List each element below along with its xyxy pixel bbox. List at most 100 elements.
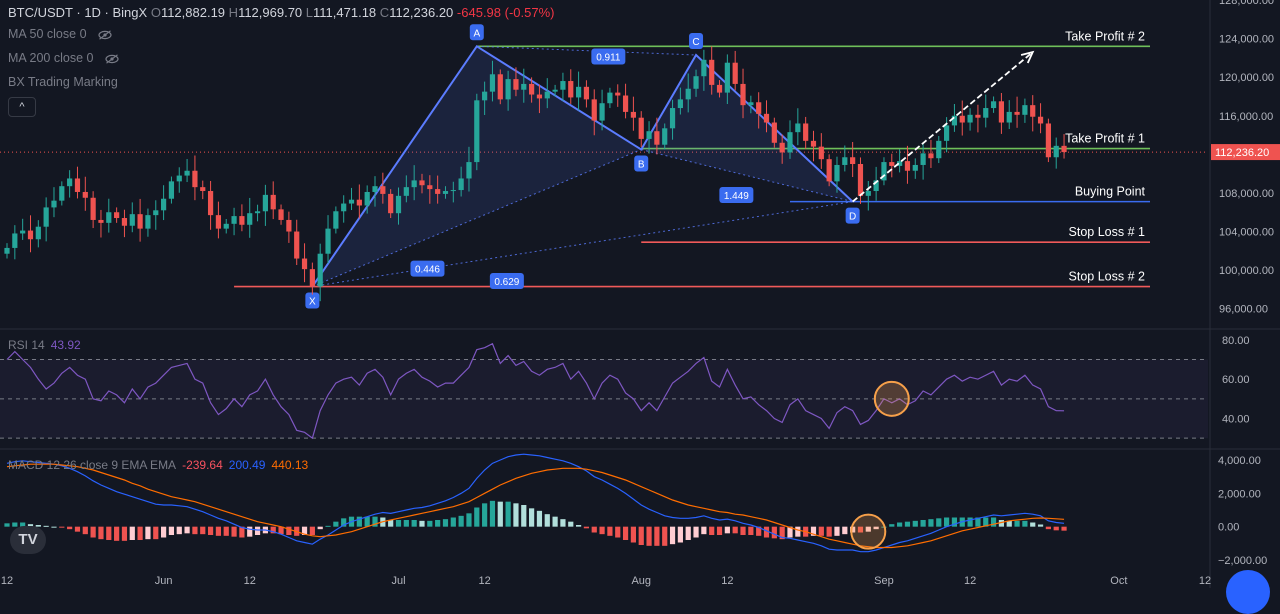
- macd-histogram-bar: [364, 516, 370, 527]
- pivot-label: D: [849, 212, 856, 223]
- price-levels[interactable]: Take Profit # 2 Take Profit # 1 Buying Poi…: [0, 29, 1208, 288]
- macd-histogram-bar: [333, 521, 339, 527]
- rsi-value: 43.92: [50, 338, 81, 352]
- candle-body: [607, 92, 613, 104]
- candle-body: [732, 62, 738, 84]
- ac-dotted-line: [476, 45, 697, 56]
- macd-histogram-bar: [865, 526, 871, 532]
- bx-marking-legend[interactable]: BX Trading Marking: [8, 75, 118, 89]
- bcd-triangle: [641, 54, 853, 202]
- ma50-legend[interactable]: MA 50 close 0: [8, 27, 112, 41]
- ratio-label: 1.449: [724, 191, 749, 202]
- ratio-badge: [410, 260, 445, 277]
- candle-body: [254, 211, 261, 214]
- macd-histogram-bar: [231, 526, 237, 537]
- macd-histogram-bar: [630, 526, 636, 543]
- candle-body: [184, 170, 190, 176]
- candle-body: [388, 193, 394, 214]
- macd-histogram-bar: [771, 526, 777, 539]
- macd-histogram-bar: [278, 526, 284, 535]
- level-label: Take Profit # 2: [1065, 29, 1145, 43]
- candle-body: [756, 102, 762, 114]
- xabcd-pattern[interactable]: X A B C D 0.911 0.446 0.629 1.449: [305, 24, 860, 309]
- candle-body: [489, 74, 496, 92]
- macd-histogram-bar: [998, 520, 1005, 527]
- candle-body: [247, 213, 253, 225]
- macd-histogram-bar: [90, 526, 96, 538]
- candle-body: [82, 191, 88, 198]
- eye-off-icon[interactable]: [98, 30, 112, 40]
- macd-hist-value: -239.64: [182, 458, 223, 472]
- candle-body: [427, 185, 433, 190]
- macd-histogram-bar: [20, 522, 26, 527]
- open-value: 112,882.19: [160, 5, 226, 20]
- candle-body: [662, 128, 668, 145]
- ratio-label: 0.446: [415, 265, 440, 276]
- candle-body: [646, 131, 652, 139]
- macd-histogram-bar: [372, 516, 378, 527]
- macd-histogram-bar: [904, 521, 911, 527]
- pivot-label: C: [692, 37, 699, 48]
- price-tick-label: 124,000.00: [1219, 34, 1274, 46]
- macd-histogram-bar: [850, 526, 856, 533]
- rsi-pane: [0, 342, 1208, 440]
- macd-histogram-bar: [325, 525, 331, 527]
- macd-histogram-bar: [403, 520, 409, 527]
- candle-body: [466, 162, 472, 179]
- candle-body: [787, 132, 793, 153]
- ma200-legend[interactable]: MA 200 close 0: [8, 51, 119, 65]
- level-label: Stop Loss # 1: [1069, 225, 1145, 239]
- rsi-legend[interactable]: RSI 14 43.92: [8, 338, 81, 352]
- macd-histogram-bar: [114, 526, 120, 541]
- candle-body: [309, 269, 315, 287]
- rsi-highlight-circle: [873, 380, 910, 417]
- macd-histogram-bar: [638, 526, 644, 545]
- candle-body: [364, 191, 370, 206]
- chat-button[interactable]: [1226, 570, 1270, 614]
- rsi-tick-label: 40.00: [1222, 414, 1250, 426]
- macd-histogram-bar: [662, 526, 668, 546]
- macd-histogram-bar: [936, 518, 942, 527]
- time-tick-label: 12: [1199, 575, 1211, 587]
- level-label: Stop Loss # 2: [1069, 270, 1145, 284]
- trading-chart[interactable]: Take Profit # 2 Take Profit # 1 Buying Poi…: [0, 0, 1280, 588]
- symbol-legend[interactable]: BTC/USDT · 1D · BingX O112,882.19 H112,9…: [8, 5, 554, 20]
- macd-histogram-bar: [395, 520, 402, 527]
- candle-body: [638, 117, 644, 139]
- eye-off-icon[interactable]: [105, 54, 119, 64]
- macd-histogram-bar: [51, 526, 57, 528]
- price-tick-label: 96,000.00: [1219, 304, 1268, 316]
- candle-body: [450, 190, 456, 192]
- candle-body: [325, 228, 331, 254]
- candle-body: [779, 142, 785, 153]
- macd-histogram-bar: [591, 526, 597, 533]
- macd-histogram-bar: [842, 526, 848, 535]
- rsi-tick-label: 60.00: [1222, 374, 1250, 386]
- candle-body: [59, 186, 65, 201]
- candle-body: [215, 215, 222, 229]
- macd-histogram-bar: [497, 501, 503, 527]
- candle-body: [740, 83, 746, 106]
- candle-body: [1006, 111, 1012, 123]
- collapse-legend-button[interactable]: ^: [8, 97, 36, 117]
- candle-body: [333, 211, 339, 229]
- macd-histogram-bar: [513, 503, 519, 527]
- rsi-label: RSI 14: [8, 338, 45, 352]
- macd-histogram-bar: [1006, 520, 1012, 527]
- ma200-label: MA 200 close 0: [8, 51, 94, 65]
- macd-histogram-bar: [724, 526, 730, 534]
- candle-body: [482, 91, 488, 101]
- time-tick-label: Oct: [1110, 575, 1127, 587]
- projection-arrow[interactable]: [852, 50, 1035, 203]
- symbol-title: BTC/USDT · 1D · BingX: [8, 5, 148, 20]
- macd-histogram-bar: [521, 505, 527, 527]
- macd-highlight-circle: [850, 513, 887, 550]
- candle-body: [552, 89, 558, 92]
- macd-histogram-bar: [176, 526, 182, 535]
- tradingview-logo[interactable]: TV: [10, 526, 46, 554]
- ratio-badge: [719, 186, 754, 203]
- macd-legend[interactable]: MACD 12 26 close 9 EMA EMA -239.64 200.49 4…: [8, 458, 308, 472]
- candle-body: [192, 170, 198, 188]
- macd-histogram-bar: [529, 508, 535, 527]
- macd-histogram-bar: [192, 526, 198, 535]
